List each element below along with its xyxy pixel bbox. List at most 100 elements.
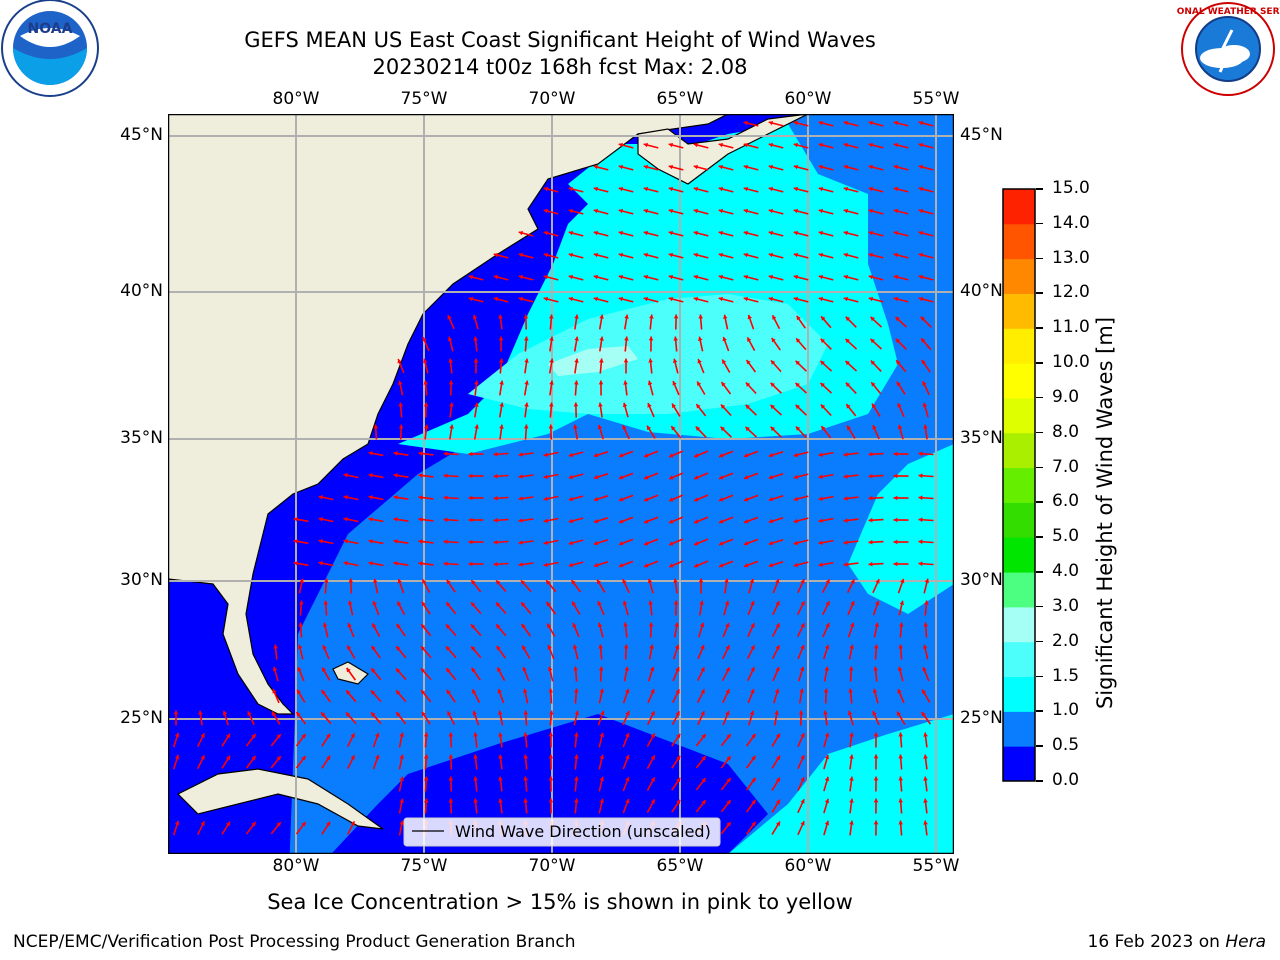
wave-direction-arrow (495, 601, 507, 615)
wave-direction-arrow (468, 539, 484, 545)
wave-direction-arrow (668, 274, 684, 281)
wave-direction-arrow (845, 382, 857, 394)
wave-direction-arrow (543, 561, 559, 567)
wave-direction-arrow (922, 644, 929, 660)
footer-branch: NCEP/EMC/Verification Post Processing Pr… (13, 932, 576, 952)
wave-direction-arrow (348, 578, 354, 594)
wave-direction-arrow (549, 380, 554, 396)
wave-direction-arrow (695, 733, 707, 747)
wave-direction-arrow (322, 622, 329, 638)
wave-direction-arrow (843, 186, 859, 193)
wave-direction-arrow (793, 186, 809, 193)
wave-direction-arrow (523, 380, 529, 396)
wave-direction-arrow (543, 208, 559, 215)
wave-direction-arrow (673, 578, 678, 594)
wave-direction-arrow (668, 516, 684, 524)
wave-direction-arrow (297, 644, 304, 660)
colorbar-tick-label: 6.0 (1052, 491, 1080, 512)
wave-direction-arrow (618, 142, 634, 149)
wave-direction-arrow (222, 710, 229, 726)
wave-direction-arrow (573, 710, 580, 726)
wave-direction-arrow (496, 667, 506, 681)
wave-direction-arrow (795, 425, 807, 439)
wave-direction-arrow (647, 402, 655, 418)
wave-direction-arrow (793, 230, 809, 237)
wave-direction-arrow (372, 732, 380, 748)
wave-direction-arrow (343, 561, 359, 567)
wave-direction-arrow (819, 382, 833, 394)
wave-direction-arrow (296, 689, 306, 703)
wave-direction-arrow (549, 402, 554, 418)
colorbar-segment (1003, 606, 1035, 643)
wave-direction-arrow (643, 186, 659, 193)
wave-direction-arrow (493, 451, 509, 457)
wave-direction-arrow (221, 821, 231, 835)
wave-direction-arrow (474, 402, 479, 418)
wave-direction-arrow (843, 474, 859, 479)
wave-direction-arrow (398, 776, 404, 792)
wave-direction-arrow (743, 538, 759, 546)
wave-direction-arrow (743, 516, 759, 524)
wave-direction-arrow (446, 579, 456, 593)
wave-direction-arrow (873, 666, 878, 682)
wave-direction-arrow (746, 337, 756, 351)
noaa-logo: NOAA (1, 0, 99, 97)
lat-tick-left: 45°N (120, 125, 163, 145)
lon-tick-bottom: 80°W (272, 856, 320, 876)
wave-direction-arrow (573, 666, 578, 682)
wave-direction-arrow (721, 644, 731, 660)
wave-direction-arrow (793, 495, 809, 502)
wave-direction-arrow (423, 380, 428, 396)
colorbar-tick-mark (1036, 710, 1043, 712)
wave-direction-arrow (643, 296, 659, 303)
wave-direction-arrow (846, 425, 856, 439)
wave-direction-arrow (671, 403, 681, 417)
wave-direction-arrow (868, 296, 884, 303)
wave-direction-arrow (293, 517, 309, 523)
wave-direction-arrow (823, 710, 828, 726)
wave-direction-arrow (868, 561, 884, 567)
wave-direction-arrow (445, 623, 457, 637)
wave-direction-arrow (693, 230, 709, 237)
wave-direction-arrow (724, 578, 729, 594)
wave-direction-arrow (597, 622, 604, 638)
wave-direction-arrow (797, 732, 805, 748)
wave-direction-arrow (871, 403, 881, 417)
wave-direction-arrow (673, 336, 678, 352)
lon-tick-bottom: 55°W (912, 856, 960, 876)
wave-direction-arrow (272, 666, 279, 682)
wave-direction-arrow (920, 711, 932, 725)
wave-direction-arrow (345, 711, 357, 725)
colorbar-segment (1003, 746, 1035, 782)
wave-direction-arrow (299, 600, 304, 616)
wave-direction-arrow (846, 578, 856, 594)
wave-direction-arrow (318, 495, 334, 501)
wave-direction-arrow (518, 562, 534, 567)
wave-direction-arrow (518, 452, 534, 457)
wave-direction-arrow (473, 424, 479, 440)
lon-tick-top: 55°W (912, 89, 960, 109)
wave-direction-arrow (273, 644, 278, 660)
wave-direction-arrow (493, 517, 509, 523)
wave-direction-arrow (918, 230, 934, 237)
wave-direction-arrow (668, 296, 684, 303)
wave-direction-arrow (622, 600, 629, 616)
wave-direction-arrow (643, 208, 659, 215)
wave-direction-arrow (723, 314, 729, 330)
wave-direction-arrow (671, 777, 681, 791)
colorbar-tick-mark (1036, 536, 1043, 538)
wave-direction-arrow (848, 666, 854, 682)
wave-direction-arrow (468, 561, 484, 567)
wave-direction-arrow (593, 296, 609, 303)
wave-direction-arrow (718, 560, 734, 568)
wave-direction-arrow (849, 754, 854, 770)
wave-direction-arrow (770, 426, 782, 438)
wave-direction-arrow (823, 688, 829, 704)
wave-direction-arrow (293, 561, 309, 567)
wave-direction-arrow (647, 380, 654, 396)
wave-direction-arrow (722, 710, 730, 726)
colorbar-tick-label: 12.0 (1052, 282, 1090, 303)
wave-direction-arrow (423, 776, 429, 792)
wave-direction-arrow (648, 358, 653, 374)
wave-direction-arrow (918, 495, 934, 501)
